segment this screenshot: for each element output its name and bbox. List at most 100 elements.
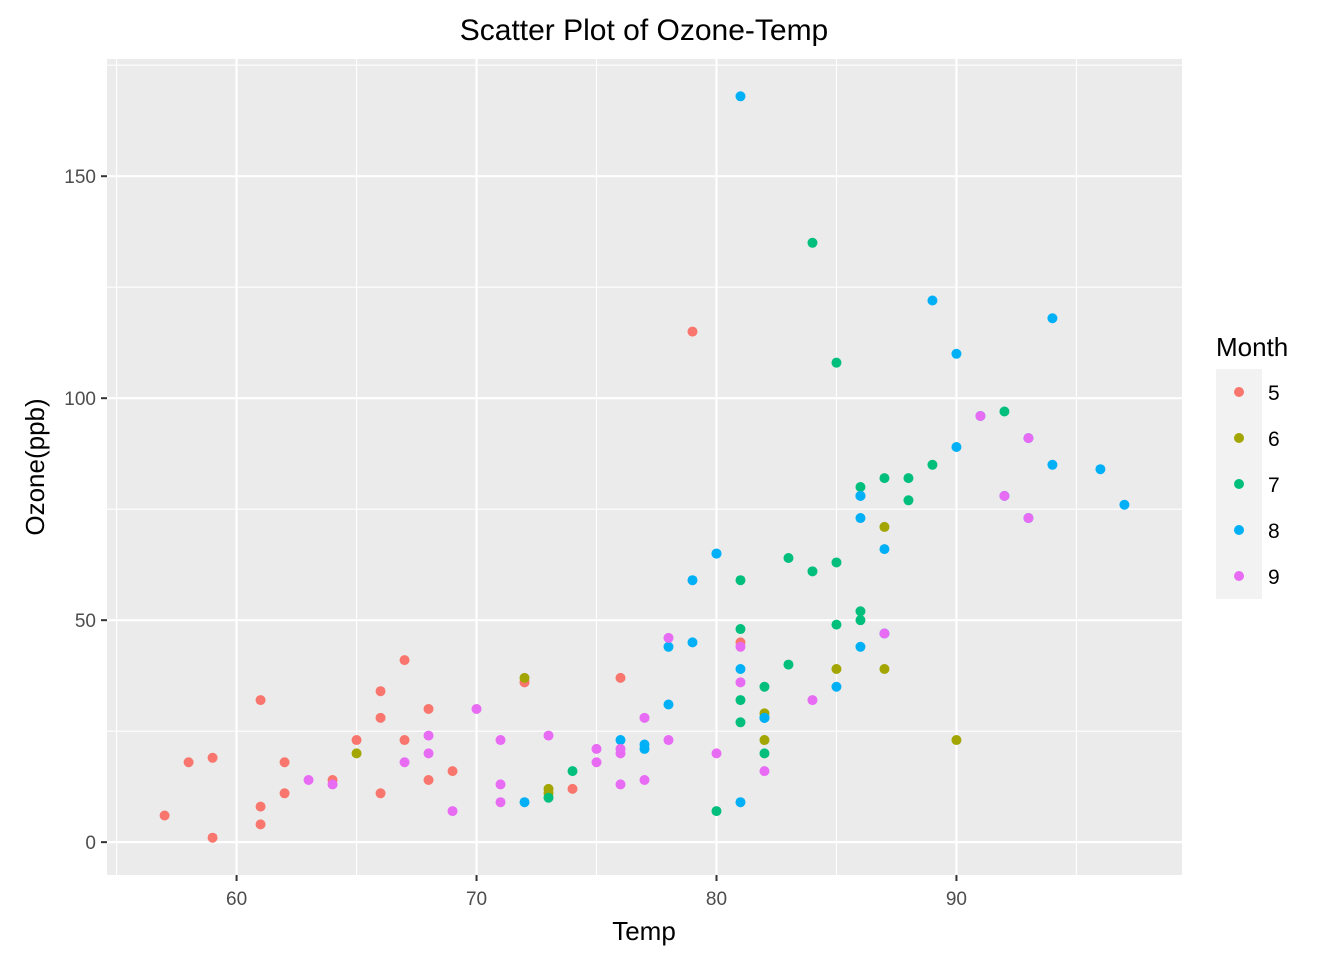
data-point-month-9	[1023, 433, 1034, 444]
data-point-month-7	[831, 557, 842, 568]
data-point-month-9	[327, 779, 338, 790]
data-point-month-9	[975, 410, 986, 421]
data-point-month-8	[663, 641, 674, 652]
data-point-month-7	[903, 495, 914, 506]
y-axis-title: Ozone(ppb)	[20, 398, 50, 535]
data-point-month-5	[615, 672, 626, 683]
grid-lines	[107, 59, 1182, 875]
data-point-month-8	[855, 490, 866, 501]
data-point-month-5	[567, 783, 578, 794]
data-point-month-6	[951, 735, 962, 746]
data-point-month-5	[255, 801, 266, 812]
data-point-month-8	[927, 295, 938, 306]
data-point-month-8	[855, 513, 866, 524]
data-point-month-9	[591, 743, 602, 754]
data-point-month-9	[543, 730, 554, 741]
data-point-month-8	[1095, 464, 1106, 475]
data-point-month-7	[903, 473, 914, 484]
data-point-month-7	[807, 566, 818, 577]
data-point-month-5	[399, 655, 410, 666]
data-point-month-7	[735, 717, 746, 728]
data-point-month-7	[711, 806, 722, 817]
y-axis-ticks: 0 50 100 150	[64, 167, 107, 854]
data-point-month-9	[663, 632, 674, 643]
data-point-month-7	[567, 766, 578, 777]
data-point-month-7	[783, 659, 794, 670]
legend-label-8: 8	[1268, 520, 1280, 543]
y-tick-label: 50	[75, 611, 96, 632]
data-point-month-9	[471, 703, 482, 714]
legend-label-5: 5	[1268, 382, 1280, 405]
y-tick-label: 0	[85, 833, 96, 854]
x-tick-label: 90	[946, 889, 967, 910]
data-point-month-9	[423, 730, 434, 741]
data-point-month-8	[855, 641, 866, 652]
data-point-month-6	[759, 735, 770, 746]
data-point-month-5	[423, 703, 434, 714]
data-point-month-9	[1023, 513, 1034, 524]
data-point-month-5	[375, 712, 386, 723]
data-point-month-5	[207, 832, 218, 843]
legend-key-8	[1234, 525, 1244, 535]
data-point-month-9	[807, 695, 818, 706]
data-point-month-9	[591, 757, 602, 768]
data-point-month-9	[615, 779, 626, 790]
data-point-month-7	[879, 473, 890, 484]
data-point-month-9	[999, 490, 1010, 501]
data-point-month-6	[351, 748, 362, 759]
data-point-month-9	[663, 735, 674, 746]
data-point-month-8	[951, 442, 962, 453]
data-point-month-9	[879, 628, 890, 639]
data-point-month-5	[447, 766, 458, 777]
data-point-month-9	[447, 806, 458, 817]
chart-title: Scatter Plot of Ozone-Temp	[460, 14, 829, 47]
data-point-month-9	[495, 797, 506, 808]
data-point-month-7	[855, 481, 866, 492]
x-axis-ticks: 60 70 80 90	[226, 875, 967, 910]
data-point-month-5	[279, 757, 290, 768]
legend-key-7	[1234, 479, 1244, 489]
data-point-month-8	[1047, 313, 1058, 324]
data-point-month-7	[927, 459, 938, 470]
data-point-month-7	[783, 553, 794, 564]
data-point-month-7	[831, 619, 842, 630]
data-point-month-9	[423, 748, 434, 759]
data-point-month-9	[639, 774, 650, 785]
data-point-month-9	[759, 766, 770, 777]
data-point-month-8	[615, 735, 626, 746]
data-point-month-8	[663, 699, 674, 710]
legend-label-6: 6	[1268, 428, 1280, 451]
x-tick-label: 60	[226, 889, 247, 910]
data-point-month-5	[351, 735, 362, 746]
legend-key-9	[1234, 571, 1244, 581]
legend-label-7: 7	[1268, 474, 1280, 497]
data-point-month-5	[183, 757, 194, 768]
data-point-month-8	[1119, 499, 1130, 510]
legend-title: Month	[1216, 332, 1288, 362]
data-point-month-7	[735, 624, 746, 635]
legend-key-6	[1234, 433, 1244, 443]
data-point-month-5	[279, 788, 290, 799]
data-point-month-6	[879, 664, 890, 675]
data-point-month-8	[759, 712, 770, 723]
data-point-month-9	[735, 677, 746, 688]
data-point-month-5	[207, 752, 218, 763]
data-point-month-5	[399, 735, 410, 746]
data-point-month-7	[855, 615, 866, 626]
x-tick-label: 70	[466, 889, 487, 910]
data-point-month-8	[831, 681, 842, 692]
data-point-month-9	[495, 735, 506, 746]
data-point-month-7	[759, 681, 770, 692]
data-point-month-8	[687, 637, 698, 648]
y-tick-label: 150	[64, 167, 96, 188]
data-point-month-9	[735, 641, 746, 652]
data-point-month-8	[1047, 459, 1058, 470]
data-point-month-7	[543, 792, 554, 803]
data-point-month-5	[255, 695, 266, 706]
data-point-month-7	[735, 695, 746, 706]
data-point-month-8	[735, 91, 746, 102]
data-point-month-6	[879, 521, 890, 532]
legend-key-5	[1234, 387, 1244, 397]
legend: Month 5 6 7 8 9	[1216, 332, 1288, 599]
